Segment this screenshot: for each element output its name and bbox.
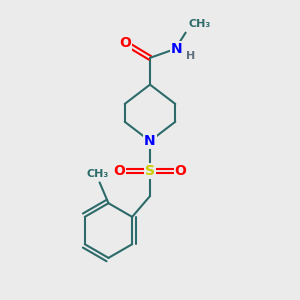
Text: CH₃: CH₃ xyxy=(188,19,210,29)
Text: CH₃: CH₃ xyxy=(87,169,109,179)
Text: S: S xyxy=(145,164,155,178)
Text: N: N xyxy=(144,134,156,148)
Text: O: O xyxy=(119,36,131,50)
Text: O: O xyxy=(175,164,187,178)
Text: O: O xyxy=(113,164,125,178)
Text: N: N xyxy=(171,42,182,56)
Text: H: H xyxy=(186,51,195,62)
